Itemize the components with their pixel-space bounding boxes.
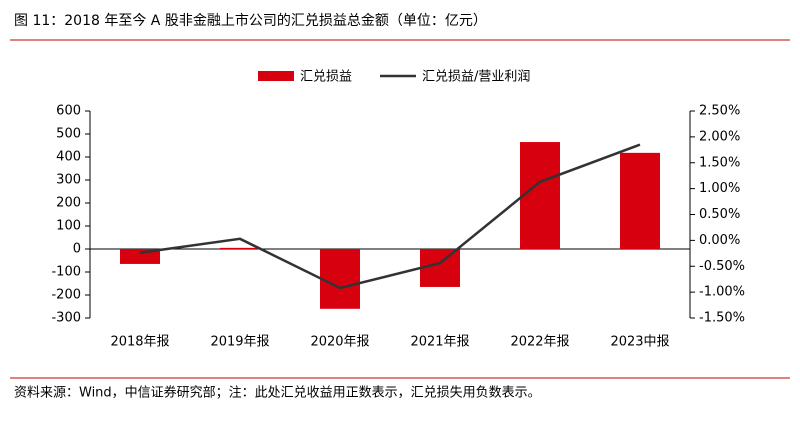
x-tick-label: 2019年报	[210, 335, 269, 350]
x-tick-label: 2022年报	[510, 335, 569, 350]
bar	[420, 249, 460, 287]
y-tick-label: -300	[51, 311, 81, 326]
y2-tick-label: 1.00%	[699, 181, 740, 196]
x-tick-label: 2018年报	[110, 335, 169, 350]
bar	[220, 247, 260, 249]
y-tick-label: 0	[73, 242, 81, 257]
legend-label: 汇兑损益/营业利润	[422, 70, 530, 85]
y-tick-label: 500	[56, 127, 81, 142]
y2-tick-label: -1.00%	[699, 285, 745, 300]
y2-tick-label: 0.50%	[699, 207, 740, 222]
x-tick-label: 2020年报	[310, 335, 369, 350]
source-note: 资料来源：Wind，中信证券研究部；注：此处汇兑收益用正数表示，汇兑损失用负数表…	[14, 385, 541, 401]
bar	[520, 142, 560, 249]
y2-tick-label: 2.00%	[699, 129, 740, 144]
bar	[120, 249, 160, 264]
chart-title: 图 11：2018 年至今 A 股非金融上市公司的汇兑损益总金额（单位：亿元）	[14, 12, 487, 29]
line	[139, 143, 641, 290]
y-tick-label: 200	[56, 196, 81, 211]
y-tick-label: 300	[56, 173, 81, 188]
y-tick-label: -200	[51, 288, 81, 303]
y-tick-label: -100	[51, 265, 81, 280]
legend-label: 汇兑损益	[300, 70, 352, 85]
y2-tick-label: -0.50%	[699, 259, 745, 274]
legend-swatch	[258, 71, 294, 81]
bar	[620, 152, 660, 249]
x-tick-label: 2021年报	[410, 335, 469, 350]
y2-tick-label: 0.00%	[699, 233, 740, 248]
y2-tick-label: 2.50%	[699, 104, 740, 119]
bar	[320, 249, 360, 309]
y2-tick-label: -1.50%	[699, 311, 745, 326]
y-tick-label: 600	[56, 104, 81, 119]
y2-tick-label: 1.50%	[699, 155, 740, 170]
x-tick-label: 2023中报	[610, 335, 669, 350]
y-tick-label: 100	[56, 219, 81, 234]
y-tick-label: 400	[56, 150, 81, 165]
